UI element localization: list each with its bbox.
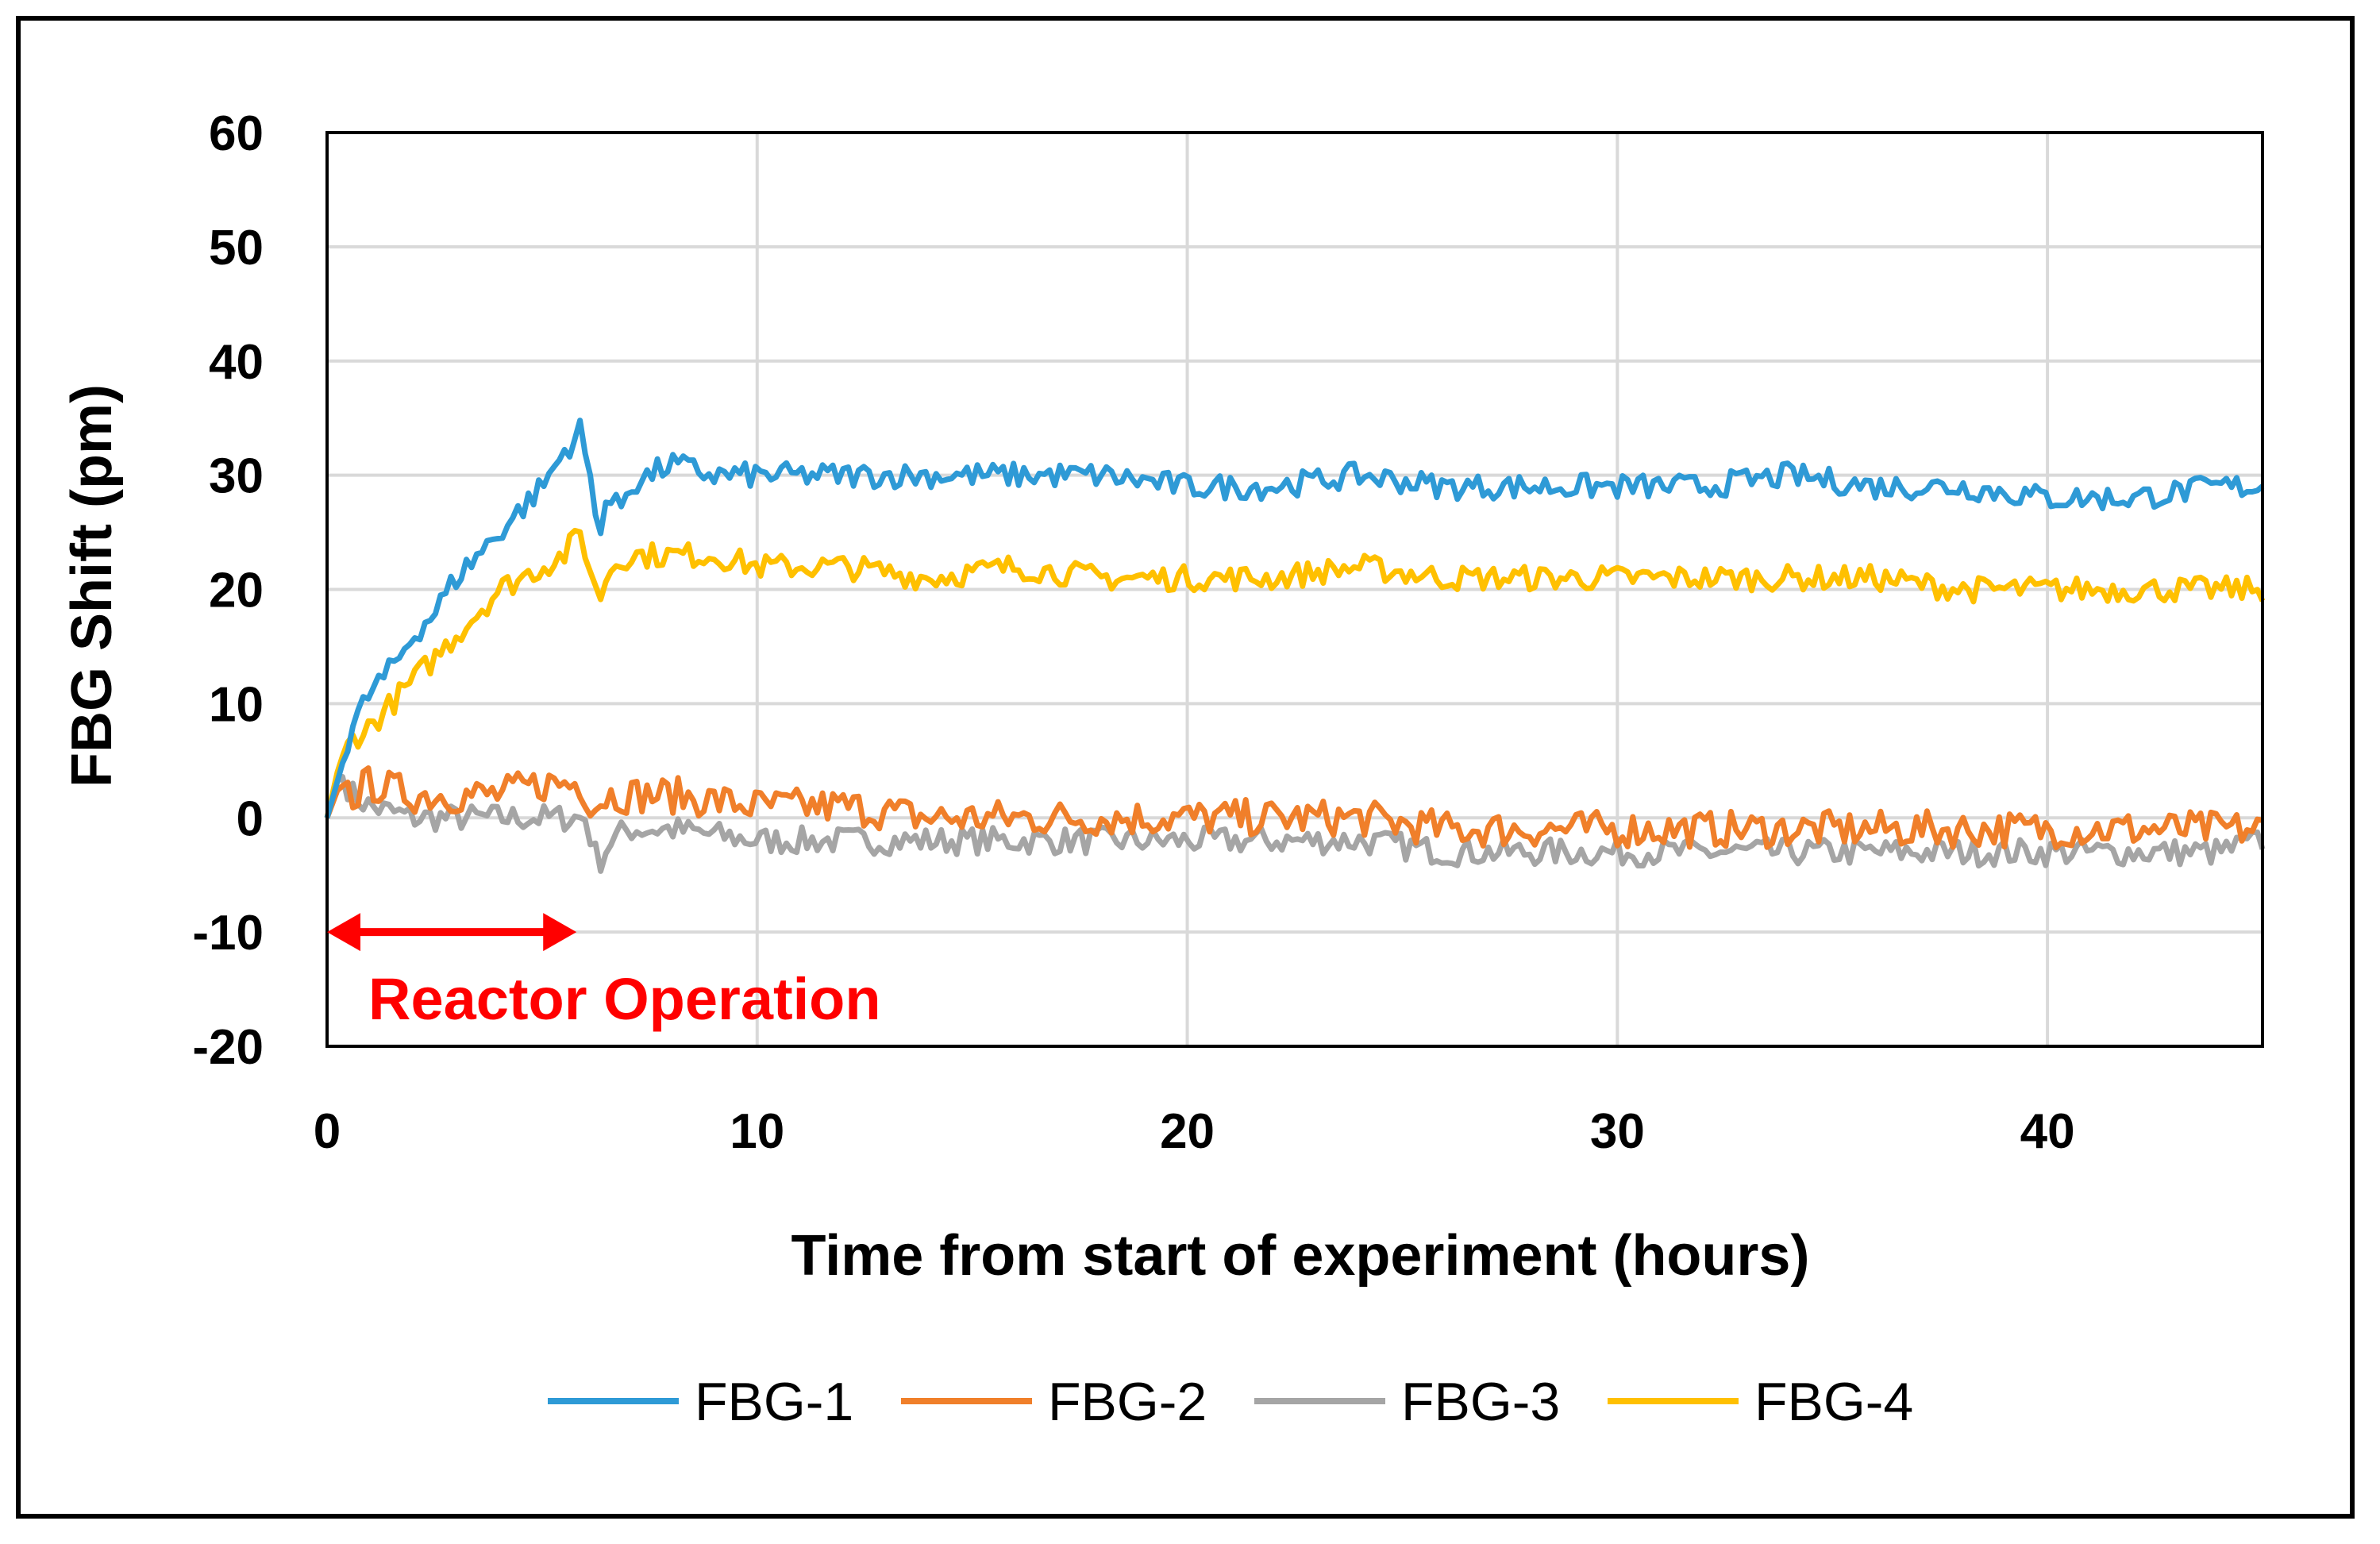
annotation-arrow-right-head bbox=[543, 913, 577, 952]
x-tick-label: 0 bbox=[314, 1104, 341, 1159]
y-tick-label: 10 bbox=[209, 677, 264, 732]
y-tick-label: 60 bbox=[209, 106, 264, 161]
y-tick-label: 50 bbox=[209, 221, 264, 275]
series-layer bbox=[324, 418, 2266, 874]
y-axis-title: FBG Shift (pm) bbox=[60, 384, 124, 787]
x-tick-label: 40 bbox=[2020, 1104, 2075, 1159]
y-tick-label: 0 bbox=[237, 791, 264, 846]
series-line-fbg-3 bbox=[324, 774, 2266, 874]
plot-area-border bbox=[325, 131, 2264, 1048]
legend-label-fbg-2: FBG-2 bbox=[1048, 1372, 1207, 1432]
y-tick-label: 20 bbox=[209, 564, 264, 618]
series-line-fbg-2 bbox=[324, 765, 2263, 851]
reactor-operation-annotation: Reactor Operation bbox=[327, 913, 881, 1032]
x-tick-label: 10 bbox=[730, 1104, 784, 1159]
y-tick-label: 40 bbox=[209, 335, 264, 390]
x-axis-title: Time from start of experiment (hours) bbox=[791, 1224, 1810, 1288]
x-axis-ticks: 0 10 20 30 40 bbox=[314, 1104, 2075, 1159]
legend-label-fbg-3: FBG-3 bbox=[1401, 1372, 1560, 1432]
x-tick-label: 20 bbox=[1160, 1104, 1215, 1159]
series-line-fbg-4 bbox=[324, 527, 2266, 819]
y-axis-ticks: -20 -10 0 10 20 30 40 50 60 bbox=[192, 106, 264, 1075]
legend-label-fbg-1: FBG-1 bbox=[695, 1372, 853, 1432]
y-tick-label: -20 bbox=[192, 1020, 264, 1075]
y-tick-label: -10 bbox=[192, 906, 264, 961]
series-line-fbg-1 bbox=[324, 418, 2265, 819]
legend: FBG-1 FBG-2 FBG-3 FBG-4 bbox=[548, 1372, 1913, 1432]
grid-lines bbox=[325, 131, 2263, 1048]
annotation-label: Reactor Operation bbox=[368, 966, 881, 1032]
y-tick-label: 30 bbox=[209, 449, 264, 504]
x-tick-label: 30 bbox=[1590, 1104, 1645, 1159]
figure-frame bbox=[16, 16, 2355, 1519]
annotation-arrow-left-head bbox=[327, 913, 360, 952]
legend-label-fbg-4: FBG-4 bbox=[1754, 1372, 1913, 1432]
